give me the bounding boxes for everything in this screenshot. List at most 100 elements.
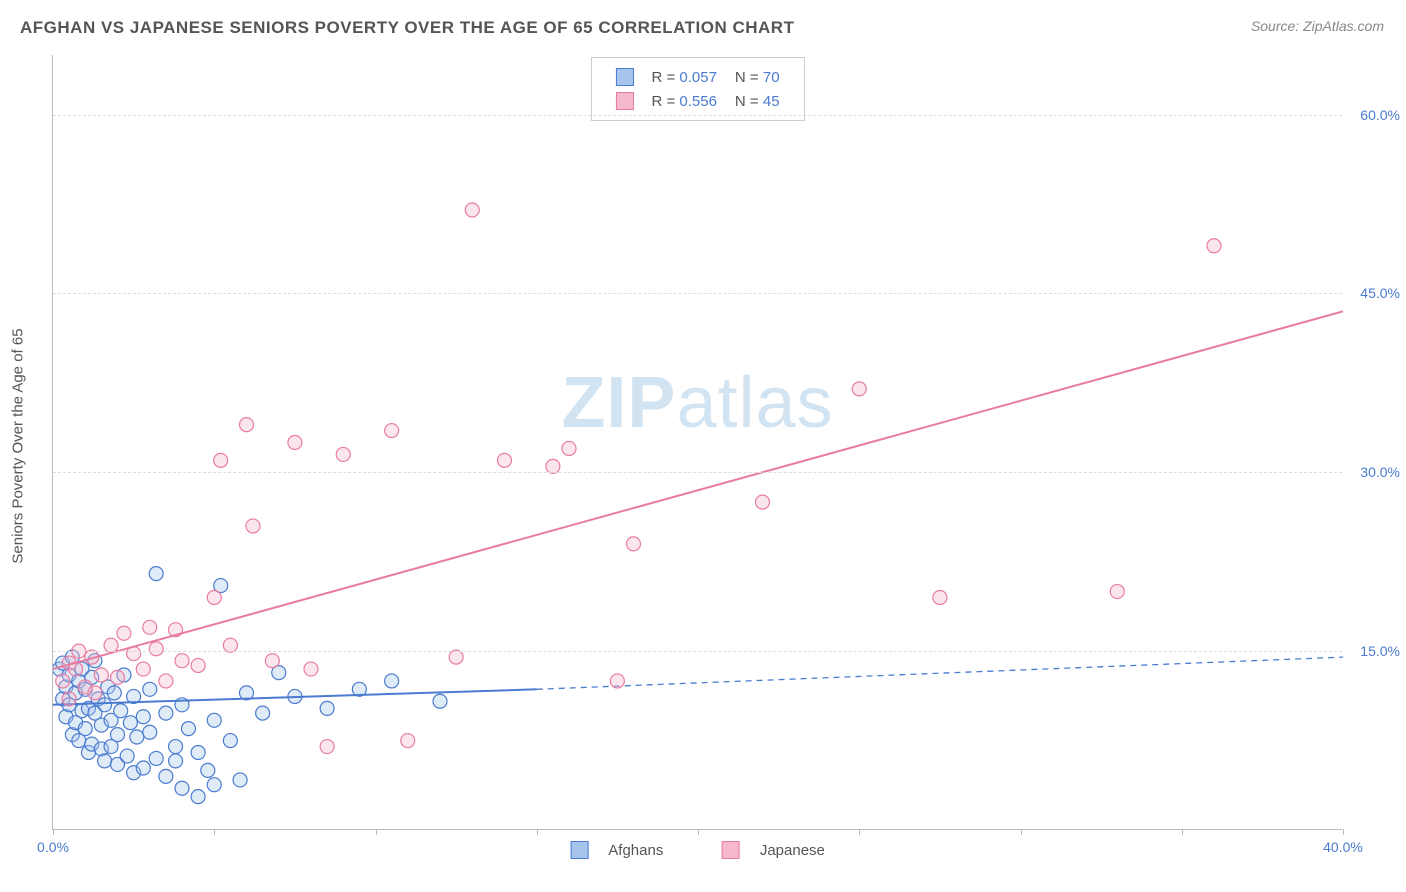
scatter-point <box>175 654 189 668</box>
legend-stats-box: R = 0.057 N = 70 R = 0.556 N = 45 <box>590 57 804 121</box>
scatter-point <box>223 734 237 748</box>
source-name: ZipAtlas.com <box>1303 18 1384 34</box>
scatter-point <box>207 778 221 792</box>
legend-bottom: Afghans Japanese <box>562 841 833 859</box>
scatter-point <box>169 740 183 754</box>
scatter-point <box>107 686 121 700</box>
scatter-point <box>191 790 205 804</box>
chart-container: AFGHAN VS JAPANESE SENIORS POVERTY OVER … <box>0 0 1406 892</box>
swatch-japanese <box>615 92 633 110</box>
scatter-point <box>175 781 189 795</box>
scatter-point <box>78 722 92 736</box>
scatter-point <box>223 638 237 652</box>
source-attribution: Source: ZipAtlas.com <box>1251 18 1384 34</box>
scatter-point <box>159 769 173 783</box>
scatter-point <box>120 749 134 763</box>
chart-title: AFGHAN VS JAPANESE SENIORS POVERTY OVER … <box>20 18 794 38</box>
n-label-2: N = 45 <box>727 90 788 112</box>
legend-label-japanese: Japanese <box>760 842 825 859</box>
ytick-label: 30.0% <box>1360 464 1400 480</box>
xtick-label: 40.0% <box>1323 839 1363 855</box>
scatter-point <box>136 710 150 724</box>
legend-label-afghans: Afghans <box>608 842 663 859</box>
grid-line <box>53 293 1342 294</box>
scatter-point <box>123 716 137 730</box>
scatter-point <box>136 662 150 676</box>
scatter-point <box>143 682 157 696</box>
scatter-point <box>111 728 125 742</box>
grid-line <box>53 651 1342 652</box>
scatter-point <box>159 674 173 688</box>
xtick-mark <box>859 829 860 835</box>
yaxis-title: Seniors Poverty Over the Age of 65 <box>10 328 27 563</box>
scatter-point <box>385 674 399 688</box>
scatter-point <box>288 436 302 450</box>
scatter-point <box>756 495 770 509</box>
scatter-point <box>852 382 866 396</box>
scatter-point <box>94 668 108 682</box>
scatter-point <box>320 740 334 754</box>
scatter-point <box>933 591 947 605</box>
legend-stats-table: R = 0.057 N = 70 R = 0.556 N = 45 <box>605 64 789 114</box>
ytick-label: 45.0% <box>1360 285 1400 301</box>
scatter-point <box>143 620 157 634</box>
scatter-point <box>207 713 221 727</box>
xtick-mark <box>537 829 538 835</box>
xtick-mark <box>214 829 215 835</box>
scatter-point <box>610 674 624 688</box>
scatter-point <box>149 642 163 656</box>
scatter-point <box>401 734 415 748</box>
legend-stats-row-1: R = 0.057 N = 70 <box>607 66 787 88</box>
scatter-point <box>246 519 260 533</box>
scatter-point <box>385 424 399 438</box>
scatter-point <box>265 654 279 668</box>
scatter-point <box>111 670 125 684</box>
scatter-point <box>233 773 247 787</box>
scatter-point <box>304 662 318 676</box>
scatter-point <box>136 761 150 775</box>
trendline-solid <box>53 311 1343 669</box>
scatter-point <box>207 591 221 605</box>
scatter-point <box>62 692 76 706</box>
scatter-point <box>191 746 205 760</box>
scatter-point <box>546 459 560 473</box>
scatter-point <box>181 722 195 736</box>
xtick-mark <box>1182 829 1183 835</box>
scatter-point <box>449 650 463 664</box>
source-prefix: Source: <box>1251 18 1303 34</box>
grid-line <box>53 472 1342 473</box>
trendline-dashed <box>537 657 1343 689</box>
scatter-point <box>56 674 70 688</box>
scatter-point <box>256 706 270 720</box>
r-label-1: R = 0.057 <box>643 66 724 88</box>
scatter-point <box>1110 585 1124 599</box>
scatter-point <box>169 754 183 768</box>
scatter-point <box>104 638 118 652</box>
scatter-point <box>336 447 350 461</box>
scatter-point <box>201 763 215 777</box>
ytick-label: 60.0% <box>1360 107 1400 123</box>
scatter-point <box>498 453 512 467</box>
swatch-bottom-afghans <box>570 841 588 859</box>
grid-line <box>53 115 1342 116</box>
ytick-label: 15.0% <box>1360 643 1400 659</box>
scatter-point <box>98 754 112 768</box>
xtick-mark <box>1021 829 1022 835</box>
scatter-point <box>159 706 173 720</box>
swatch-bottom-japanese <box>722 841 740 859</box>
scatter-point <box>433 694 447 708</box>
scatter-point <box>214 453 228 467</box>
scatter-point <box>240 418 254 432</box>
scatter-point <box>88 686 102 700</box>
scatter-point <box>320 701 334 715</box>
scatter-point <box>1207 239 1221 253</box>
xtick-mark <box>53 829 54 835</box>
swatch-afghans <box>615 68 633 86</box>
plot-area: ZIPatlas R = 0.057 N = 70 R = 0.556 N = … <box>52 55 1342 830</box>
xtick-mark <box>698 829 699 835</box>
scatter-point <box>191 658 205 672</box>
svg-layer <box>53 55 1343 830</box>
scatter-point <box>627 537 641 551</box>
r-label-2: R = 0.556 <box>643 90 724 112</box>
scatter-point <box>149 751 163 765</box>
